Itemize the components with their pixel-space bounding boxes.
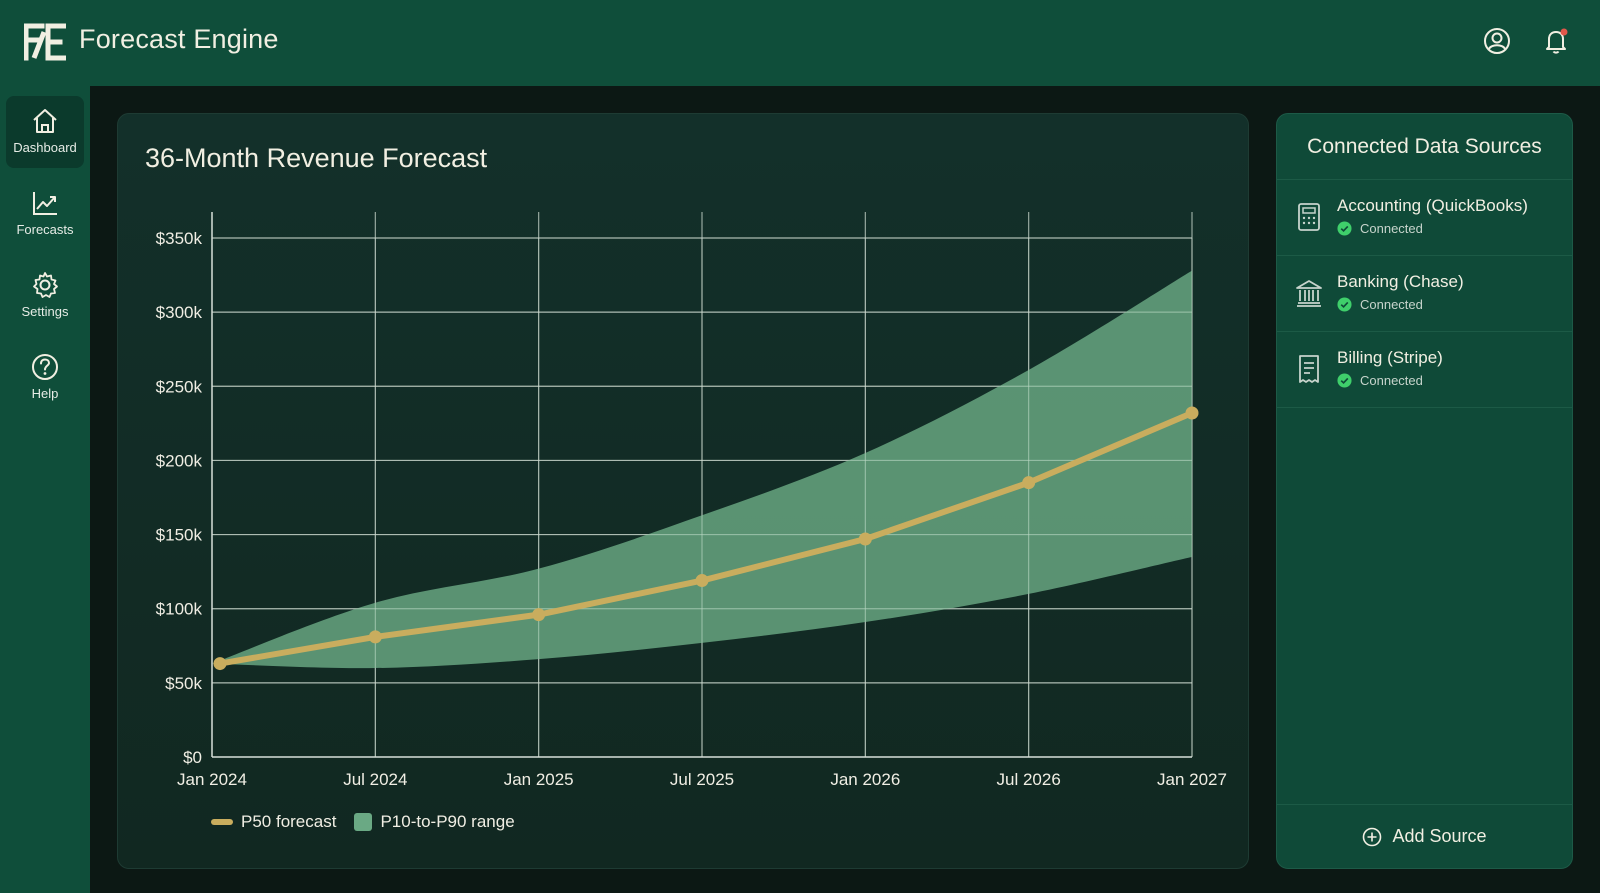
source-status-label: Connected — [1360, 373, 1423, 388]
y-tick-label: $250k — [156, 377, 203, 396]
x-tick-label: Jan 2027 — [1157, 770, 1227, 789]
check-circle-icon — [1337, 221, 1352, 236]
y-tick-label: $100k — [156, 600, 203, 619]
source-name: Banking (Chase) — [1337, 272, 1464, 291]
x-tick-label: Jan 2026 — [830, 770, 900, 789]
p50-data-point — [1022, 476, 1036, 490]
p50-data-point — [1185, 406, 1199, 420]
source-status-label: Connected — [1360, 221, 1423, 236]
sources-panel-title: Connected Data Sources — [1277, 114, 1572, 180]
p50-data-point — [532, 608, 546, 622]
x-tick-label: Jul 2025 — [670, 770, 734, 789]
calculator-icon — [1298, 203, 1320, 231]
chart-trend-icon — [33, 192, 57, 215]
connected-sources-panel: Connected Data Sources Accounting (Quick… — [1276, 113, 1573, 869]
p50-line-group — [213, 406, 1199, 671]
notification-dot — [1560, 28, 1568, 36]
sidebar-item-help[interactable]: Help — [6, 342, 84, 414]
source-status: Connected — [1337, 221, 1423, 236]
chart-title: 36-Month Revenue Forecast — [145, 143, 488, 173]
add-source-label: Add Source — [1392, 826, 1487, 846]
p50-data-point — [368, 630, 382, 644]
p50-data-point — [695, 574, 709, 588]
check-circle-icon — [1337, 373, 1352, 388]
sidebar-item-label: Dashboard — [13, 140, 77, 155]
help-icon — [32, 354, 58, 380]
y-tick-label: $50k — [165, 674, 202, 693]
legend-swatch-p50 — [211, 819, 233, 825]
p50-data-point — [858, 532, 872, 546]
sidebar-item-label: Help — [31, 386, 59, 401]
sidebar-item-label: Settings — [21, 304, 69, 319]
source-status: Connected — [1337, 297, 1423, 312]
sidebar-item-forecasts[interactable]: Forecasts — [6, 178, 84, 250]
source-status-label: Connected — [1360, 297, 1423, 312]
add-source-button[interactable]: Add Source — [1277, 804, 1572, 868]
p10-p90-band-group — [212, 237, 1193, 757]
source-status: Connected — [1337, 373, 1423, 388]
source-row-banking[interactable]: Banking (Chase) Connected — [1277, 256, 1572, 332]
p10-p90-range-band — [212, 270, 1192, 669]
y-tick-label: $350k — [156, 229, 203, 248]
check-circle-icon — [1337, 297, 1352, 312]
gear-icon — [33, 272, 58, 298]
notification-bell-icon[interactable] — [1541, 26, 1571, 56]
tick-labels: $0 $50k $100k $150k $200k $250k $300k $350k Jan … — [156, 229, 1227, 789]
bank-icon — [1296, 280, 1322, 307]
y-tick-label: $300k — [156, 303, 203, 322]
receipt-icon — [1299, 355, 1319, 383]
x-tick-label: Jan 2025 — [504, 770, 574, 789]
legend-label-range: P10-to-P90 range — [380, 812, 515, 831]
y-tick-label: $200k — [156, 451, 203, 470]
sidebar-item-settings[interactable]: Settings — [6, 260, 84, 332]
p50-data-point — [213, 657, 227, 671]
chart-legend: P50 forecast P10-to-P90 range — [211, 812, 515, 832]
top-bar: Forecast Engine — [0, 0, 1600, 86]
app-title: Forecast Engine — [79, 24, 279, 54]
y-tick-label: $0 — [183, 748, 202, 767]
home-icon — [33, 109, 57, 133]
x-tick-label: Jul 2026 — [997, 770, 1061, 789]
plus-circle-icon — [1363, 827, 1382, 846]
source-name: Billing (Stripe) — [1337, 348, 1443, 367]
sidebar-item-label: Forecasts — [16, 222, 74, 237]
source-row-accounting[interactable]: Accounting (QuickBooks) Connected — [1277, 180, 1572, 256]
sidebar-item-dashboard[interactable]: Dashboard — [6, 96, 84, 168]
legend-swatch-range — [354, 813, 373, 831]
y-tick-label: $150k — [156, 526, 203, 545]
sidebar: Dashboard Forecasts Settings Help — [0, 86, 90, 893]
legend-label-p50: P50 forecast — [241, 812, 337, 831]
source-name: Accounting (QuickBooks) — [1337, 196, 1528, 215]
user-account-icon[interactable] — [1482, 26, 1512, 56]
source-row-billing[interactable]: Billing (Stripe) Connected — [1277, 332, 1572, 408]
chart-axes — [211, 212, 1192, 758]
x-tick-label: Jul 2024 — [343, 770, 407, 789]
fe-logo-icon[interactable] — [24, 22, 66, 62]
x-tick-label: Jan 2024 — [177, 770, 247, 789]
